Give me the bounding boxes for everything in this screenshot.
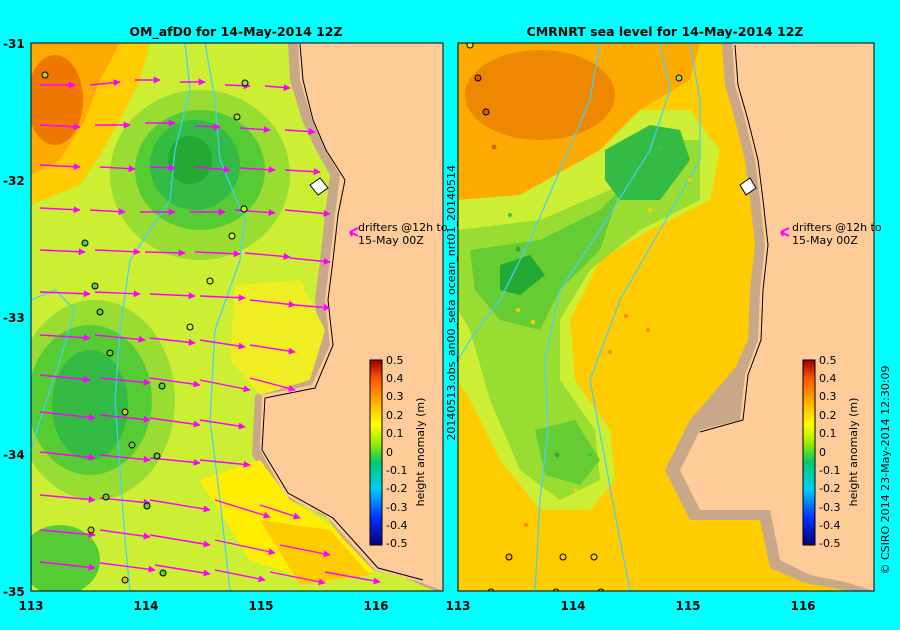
right-coastline <box>699 44 769 433</box>
svg-text:0.4: 0.4 <box>386 372 404 385</box>
left-drifter-note-arrow <box>349 227 359 237</box>
right-drifter-note-arrow <box>780 227 790 237</box>
left-x-axis-ticks: 113 114 115 116 <box>18 599 388 613</box>
svg-text:-33: -33 <box>3 311 25 325</box>
right-colorbar-ticks: 0.5 0.4 0.3 0.2 0.1 0 -0.1 -0.2 -0.3 -0.… <box>819 354 840 550</box>
left-drifter-positions <box>41 71 249 584</box>
left-colorbar-ticks: 0.5 0.4 0.3 0.2 0.1 0 -0.1 -0.2 -0.3 -0.… <box>386 354 407 550</box>
left-isobath-200m <box>114 43 191 591</box>
svg-text:0.2: 0.2 <box>386 409 404 422</box>
svg-text:0.2: 0.2 <box>819 409 837 422</box>
svg-text:113: 113 <box>18 599 43 613</box>
right-drifter-positions <box>466 43 683 591</box>
svg-text:-0.5: -0.5 <box>386 537 407 550</box>
svg-text:-0.2: -0.2 <box>386 482 407 495</box>
svg-text:116: 116 <box>363 599 388 613</box>
svg-text:113: 113 <box>445 599 470 613</box>
svg-text:114: 114 <box>133 599 158 613</box>
svg-text:115: 115 <box>675 599 700 613</box>
left-drifter-arrows <box>39 76 381 586</box>
svg-text:-0.3: -0.3 <box>386 501 407 514</box>
svg-text:0.1: 0.1 <box>386 427 404 440</box>
svg-text:-31: -31 <box>3 37 25 51</box>
svg-text:0.5: 0.5 <box>386 354 404 367</box>
left-drifter-note-1: drifters @12h to <box>358 221 448 234</box>
svg-text:0.1: 0.1 <box>819 427 837 440</box>
svg-text:0.3: 0.3 <box>386 390 404 403</box>
left-panel-frame <box>30 42 444 592</box>
svg-text:115: 115 <box>248 599 273 613</box>
right-obs-markers <box>491 144 692 527</box>
svg-text:116: 116 <box>790 599 815 613</box>
svg-text:0: 0 <box>386 446 393 459</box>
left-map <box>31 43 443 591</box>
svg-text:-34: -34 <box>3 448 25 462</box>
right-colorbar-label: height anomaly (m) <box>847 398 860 507</box>
svg-text:-0.1: -0.1 <box>819 464 840 477</box>
svg-text:-0.4: -0.4 <box>819 519 840 532</box>
left-drifter-note-2: 15-May 00Z <box>358 234 424 247</box>
right-side-label-bottom: 20140513.obs_an00_seta <box>445 299 458 440</box>
svg-text:-0.1: -0.1 <box>386 464 407 477</box>
right-colorbar <box>802 359 816 546</box>
right-panel-title: CMRNRT sea level for 14-May-2014 12Z <box>527 24 804 39</box>
svg-text:0: 0 <box>819 446 826 459</box>
right-x-axis-ticks: 113 114 115 116 <box>445 599 815 613</box>
credit-text: © CSIRO 2014 23-May-2014 12:30:09 <box>879 365 892 574</box>
svg-text:-35: -35 <box>3 585 25 599</box>
svg-text:-0.4: -0.4 <box>386 519 407 532</box>
svg-text:0.4: 0.4 <box>819 372 837 385</box>
svg-text:0.5: 0.5 <box>819 354 837 367</box>
right-panel-frame <box>457 42 875 592</box>
left-isobath-1000m <box>204 43 246 591</box>
svg-text:-0.5: -0.5 <box>819 537 840 550</box>
left-panel-title: OM_afD0 for 14-May-2014 12Z <box>129 24 342 40</box>
left-coastline <box>261 43 424 581</box>
left-colorbar-label: height anomaly (m) <box>414 398 427 507</box>
svg-text:-0.2: -0.2 <box>819 482 840 495</box>
y-axis-ticks: -31 -32 -33 -34 -35 <box>3 37 25 599</box>
svg-text:-0.3: -0.3 <box>819 501 840 514</box>
right-drifter-note-1: drifters @12h to <box>792 221 882 234</box>
svg-text:-32: -32 <box>3 174 25 188</box>
right-side-label-top: ocean_nrt01_20140514 <box>445 165 458 295</box>
right-drifter-note-2: 15-May 00Z <box>792 234 858 247</box>
left-colorbar <box>369 359 383 546</box>
svg-text:0.3: 0.3 <box>819 390 837 403</box>
svg-text:114: 114 <box>560 599 585 613</box>
